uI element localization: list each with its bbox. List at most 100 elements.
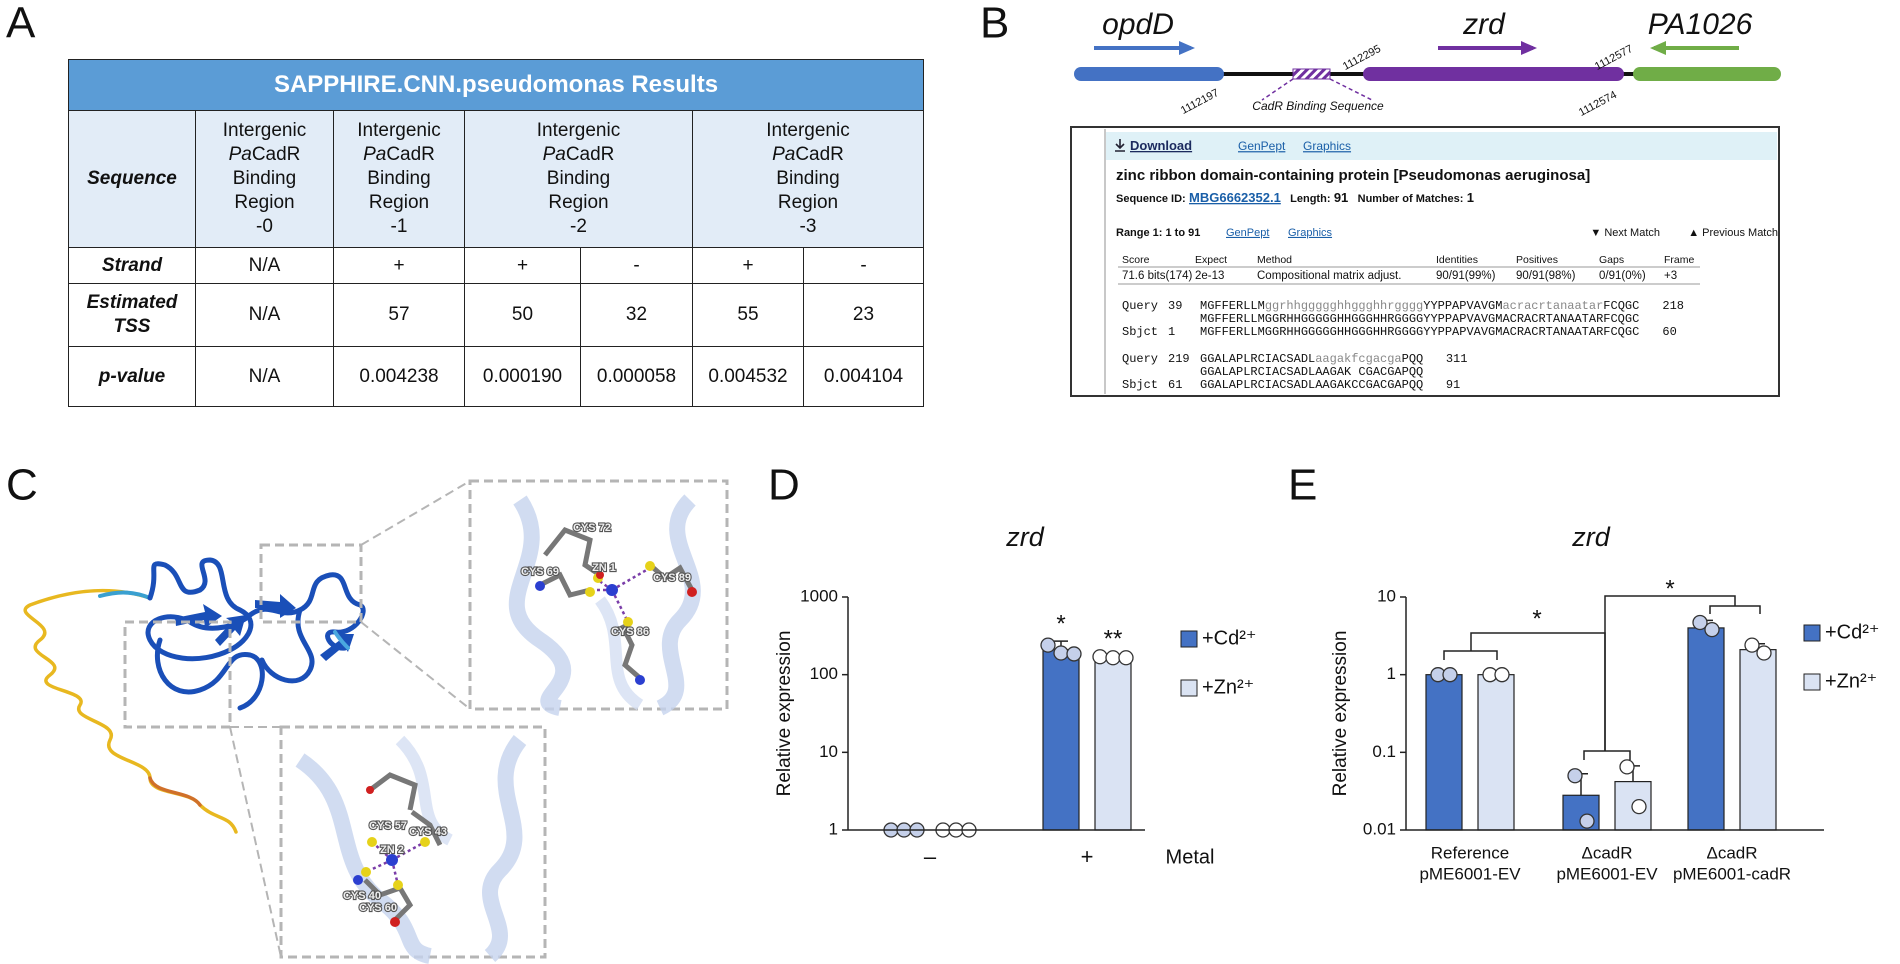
significance-label: * [1665, 575, 1674, 602]
sulfur [361, 867, 371, 877]
cell: N/A [195, 247, 334, 284]
data-point [1066, 646, 1082, 662]
nav-link: ▼ Next Match [1590, 227, 1660, 239]
oxygen [390, 917, 400, 927]
legend-label: +Cd²⁺ [1202, 627, 1256, 649]
significance-label: * [1056, 611, 1065, 638]
stats-value: 71.6 bits(174) [1122, 270, 1192, 282]
cell: 0.004532 [692, 346, 804, 407]
header-text: CadR [251, 144, 301, 165]
cell: - [580, 247, 693, 284]
faint-ribbon [656, 494, 701, 716]
legend-label: +Cd²⁺ [1825, 621, 1879, 643]
x-tick-label: pME6001-cadR [1673, 864, 1791, 883]
oxygen [596, 571, 604, 579]
data-point [1053, 645, 1069, 661]
cell: 0.000058 [580, 346, 693, 407]
legend-swatch [1803, 624, 1821, 642]
gene-bar [1074, 67, 1224, 81]
zoom-line [360, 621, 471, 710]
align-end: 60 [1662, 325, 1676, 339]
blast-line: Download [1130, 138, 1192, 153]
y-axis-label: Relative expression [1330, 631, 1351, 797]
data-point [1756, 645, 1772, 661]
align-label: Sbjct [1122, 378, 1158, 392]
blast-text: MBG6662352.1 [1189, 190, 1281, 205]
stats-value: Compositional matrix adjust. [1257, 270, 1401, 282]
x-axis-label: Metal [1166, 846, 1215, 868]
bar [1477, 674, 1515, 831]
ribbon [145, 557, 254, 662]
gene-bar [1633, 67, 1781, 81]
stats-header: Frame [1664, 254, 1694, 266]
data-row: p-value N/A 0.004238 0.000190 0.000058 0.0045… [68, 346, 924, 407]
residue-label: CYS 69 [521, 566, 559, 578]
cell: N/A [195, 346, 334, 407]
tail-segment [98, 590, 152, 600]
chart-title: zrd [1571, 522, 1610, 552]
panel-label: E [1288, 461, 1317, 510]
seq-run: PQQ [1402, 352, 1424, 366]
header-italic: Pa [772, 144, 796, 165]
residue-label: ZN 2 [380, 844, 404, 856]
header-line: Region [368, 192, 430, 213]
site-guide [1329, 78, 1373, 101]
data-point [1118, 650, 1134, 666]
significance-bracket [1604, 595, 1761, 751]
header-line: Binding [546, 168, 611, 189]
seq-run: GGALAPLRCIACSADLAAGAK CGACGAPQQ [1200, 365, 1423, 379]
oxygen [366, 786, 374, 794]
data-point [1619, 759, 1635, 775]
stats-value: 90/91(99%) [1436, 270, 1496, 282]
header-text: CadR [386, 144, 435, 165]
column-header: Intergenic PaCadR Binding Region -2 [464, 110, 693, 248]
align-end: 91 [1446, 378, 1460, 392]
y-tick-label: 1000 [800, 586, 838, 605]
nitrogen [535, 581, 545, 591]
legend-swatch [1180, 630, 1198, 648]
align-end: 311 [1446, 352, 1468, 366]
header-line: Intergenic [766, 120, 850, 141]
stats-header: Score [1122, 254, 1150, 266]
blast-link: Graphics [1303, 139, 1351, 153]
coordinate: 1112574 [1577, 89, 1619, 119]
zinc [606, 584, 618, 596]
title-row: SAPPHIRE.CNN.pseudomonas Results [68, 59, 924, 111]
align-start: 1 [1168, 325, 1175, 339]
binding-site [1292, 68, 1331, 80]
ribbon-light [333, 630, 350, 650]
significance-bracket [1443, 632, 1631, 760]
header-line: -2 [570, 216, 587, 237]
residue-label: CYS 43 [409, 826, 447, 838]
x-tick-label: + [1081, 844, 1094, 869]
header-line: Region [777, 192, 839, 213]
stats-value: 0/91(0%) [1599, 270, 1646, 282]
cell: 55 [692, 283, 804, 347]
data-point [1442, 667, 1458, 683]
significance-label: ** [1104, 626, 1123, 653]
beta-strand [255, 594, 296, 618]
blast-text: Length: [1290, 193, 1330, 205]
x-tick-label: Reference [1431, 843, 1509, 862]
header-row: Sequence Intergenic PaCadR Binding Region -0 I… [68, 110, 924, 248]
panel-label: A [6, 0, 36, 48]
data-point [1692, 614, 1708, 631]
header-text: CadR [795, 144, 844, 165]
legend-label: +Zn²⁺ [1825, 670, 1877, 692]
faint-ribbon [395, 735, 454, 846]
gene-bar [1363, 67, 1624, 81]
row-label: Sequence [68, 110, 196, 248]
cell: + [464, 247, 581, 284]
header-italic: Pa [228, 144, 252, 165]
align-label: Sbjct [1122, 325, 1158, 339]
blast-link: GenPept [1226, 227, 1269, 239]
stats-value: +3 [1664, 270, 1677, 282]
sequence: GGALAPLRCIACSADLAAGAK CGACGAPQQ [1200, 365, 1423, 379]
coordinate: 1112197 [1179, 87, 1221, 117]
arrow-head [1179, 41, 1195, 55]
header-line: -0 [256, 216, 273, 237]
bar [1094, 657, 1132, 831]
ribbon [259, 607, 315, 684]
y-tick-label: 0.01 [1363, 819, 1396, 838]
